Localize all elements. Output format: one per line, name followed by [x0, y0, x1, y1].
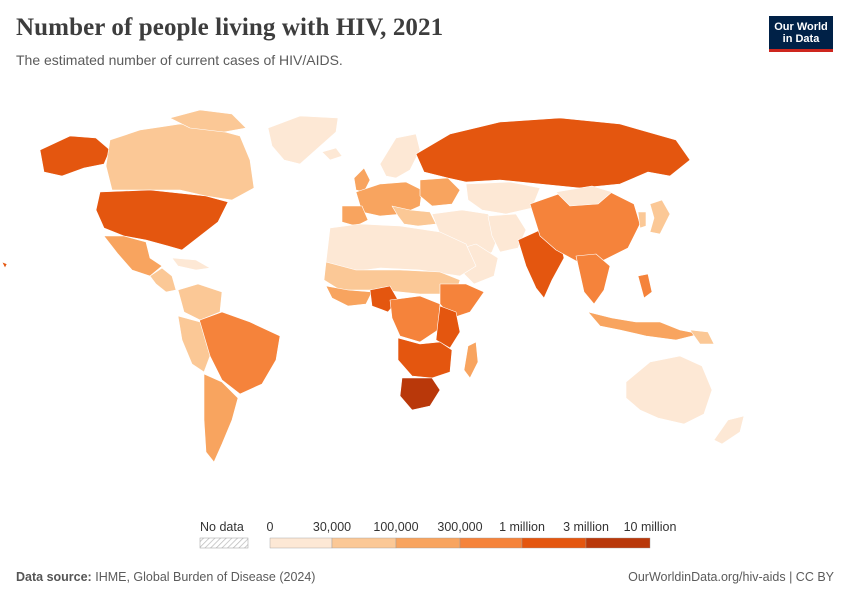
- region-usa[interactable]: [95, 189, 229, 251]
- region-canada[interactable]: [105, 123, 255, 201]
- legend-tick-label: 100,000: [373, 520, 418, 534]
- region-greenland[interactable]: [267, 115, 339, 165]
- region-alaska[interactable]: [39, 135, 111, 177]
- legend-bin-1[interactable]: [269, 537, 333, 549]
- region-andes[interactable]: [177, 315, 211, 373]
- region-central-africa[interactable]: [389, 295, 441, 343]
- legend-tick-label: 10 million: [624, 520, 677, 534]
- region-korea[interactable]: [637, 211, 647, 229]
- region-western-europe[interactable]: [355, 181, 423, 217]
- data-source-label: Data source:: [16, 570, 92, 584]
- region-south-africa[interactable]: [399, 377, 441, 411]
- region-iceland[interactable]: [321, 147, 343, 161]
- region-png[interactable]: [689, 329, 715, 345]
- region-scandinavia[interactable]: [379, 133, 421, 179]
- legend-tick-label: 0: [267, 520, 274, 534]
- region-iberia[interactable]: [341, 205, 369, 227]
- legend-bin-6[interactable]: [585, 537, 651, 549]
- region-hawaii[interactable]: [1, 261, 8, 269]
- legend-bin-2[interactable]: [331, 537, 397, 549]
- region-caribbean[interactable]: [171, 257, 211, 271]
- footer-link[interactable]: OurWorldinData.org/hiv-aids | CC BY: [628, 570, 834, 584]
- legend-bin-4[interactable]: [459, 537, 523, 549]
- chart-title: Number of people living with HIV, 2021: [16, 14, 444, 41]
- chart-subtitle: The estimated number of current cases of…: [16, 52, 343, 68]
- legend-bin-3[interactable]: [395, 537, 461, 549]
- legend-tick-label: 3 million: [563, 520, 609, 534]
- legend-tick-label: 300,000: [437, 520, 482, 534]
- legend-no-data-swatch[interactable]: [199, 537, 249, 549]
- logo-line-2: in Data: [782, 33, 820, 45]
- region-south-west-asia[interactable]: [487, 213, 527, 253]
- logo-line-1: Our World: [774, 21, 828, 33]
- legend-bin-5[interactable]: [521, 537, 587, 549]
- region-russia[interactable]: [415, 117, 691, 189]
- region-west-africa[interactable]: [325, 285, 373, 307]
- data-source-text: IHME, Global Burden of Disease (2024): [95, 570, 316, 584]
- region-central-asia[interactable]: [465, 181, 541, 215]
- region-philippines[interactable]: [637, 273, 653, 299]
- region-uk[interactable]: [353, 167, 371, 193]
- region-new-zealand[interactable]: [713, 415, 745, 445]
- region-southeast-asia[interactable]: [575, 253, 611, 305]
- legend-tick-label: 30,000: [313, 520, 351, 534]
- legend-tick-label: 1 million: [499, 520, 545, 534]
- region-horn-africa[interactable]: [439, 283, 485, 319]
- region-australia[interactable]: [625, 355, 713, 425]
- legend-no-data-label: No data: [200, 520, 244, 534]
- region-indonesia[interactable]: [587, 311, 701, 341]
- region-southern-cone[interactable]: [203, 373, 239, 463]
- region-madagascar[interactable]: [463, 341, 479, 379]
- region-arctic-islands[interactable]: [169, 109, 247, 133]
- region-east-africa[interactable]: [435, 305, 461, 349]
- region-southern-europe[interactable]: [391, 205, 437, 227]
- region-eastern-europe[interactable]: [419, 177, 461, 207]
- region-mongolia[interactable]: [555, 185, 613, 207]
- owid-logo[interactable]: Our World in Data: [769, 16, 833, 52]
- region-central-america[interactable]: [149, 267, 177, 293]
- region-mexico[interactable]: [103, 235, 163, 277]
- region-north-south-america[interactable]: [177, 283, 223, 321]
- region-southern-africa-mid[interactable]: [397, 337, 453, 379]
- world-map: [1, 109, 745, 463]
- data-source: Data source: IHME, Global Burden of Dise…: [16, 570, 315, 584]
- region-japan[interactable]: [649, 199, 671, 235]
